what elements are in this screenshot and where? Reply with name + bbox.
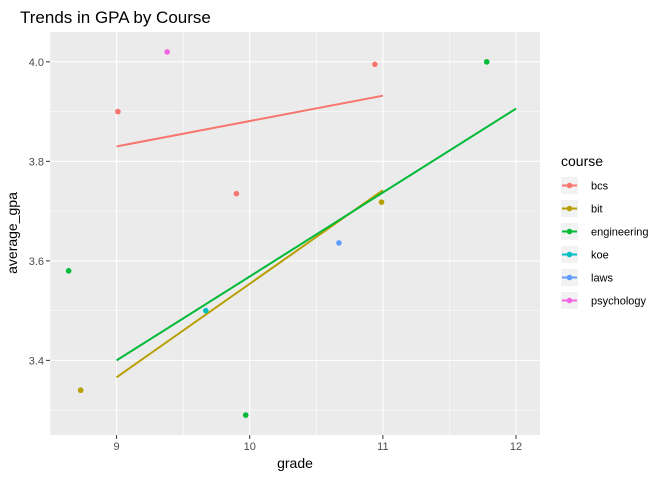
trend-line-bcs [116,94,384,148]
legend-items: bcs bit engineering koe laws psychology [561,177,649,309]
x-tick-label: 12 [510,441,522,453]
y-tick-label: 4.0 [29,57,44,69]
point-engineering [242,412,249,418]
y-axis-ticks: 3.4 3.6 3.8 4.0 [29,57,50,367]
x-tick-label: 10 [244,441,256,453]
legend-key-point [566,228,573,235]
x-axis-ticks: 9 10 11 12 [114,435,522,453]
legend: course bcs bit engineering koe laws psycholog… [561,153,649,309]
chart-title: Trends in GPA by Course [20,8,211,27]
point-psychology [164,49,170,55]
legend-label: engineering [591,227,649,239]
legend-label: laws [591,273,614,285]
legend-label: koe [591,250,609,262]
x-axis-title: grade [277,455,313,471]
legend-label: bit [591,204,603,216]
point-bcs [233,190,240,197]
plot-panel [50,32,540,435]
point-laws [336,240,342,246]
minor-gridlines [49,32,540,435]
legend-item-laws: laws [561,269,614,286]
major-gridlines [50,32,540,435]
point-engineering [483,59,490,65]
legend-item-bcs: bcs [561,177,609,194]
y-tick-label: 3.6 [29,256,44,268]
trend-line-engineering [116,107,517,362]
legend-key-point [566,274,573,281]
trend-lines [116,94,517,379]
legend-label: bcs [591,181,609,193]
y-tick-label: 3.8 [29,156,44,168]
legend-item-koe: koe [561,246,609,263]
point-bcs [115,108,121,115]
y-axis-title: average_gpa [4,192,20,274]
data-points [65,49,490,418]
legend-key-point [566,205,573,212]
legend-title: course [561,153,603,169]
legend-item-bit: bit [561,200,603,217]
legend-item-psychology: psychology [561,292,647,309]
point-bit [77,387,84,394]
point-engineering [65,268,72,274]
point-bcs [372,61,378,68]
point-bit [378,199,385,205]
legend-label: psychology [591,296,647,308]
legend-item-engineering: engineering [561,223,649,240]
legend-key-point [566,182,573,189]
x-tick-label: 9 [114,441,120,453]
x-tick-label: 11 [377,441,388,453]
y-tick-label: 3.4 [29,355,44,367]
legend-key-point [566,297,573,304]
legend-key-point [566,251,573,258]
point-koe [202,307,209,314]
